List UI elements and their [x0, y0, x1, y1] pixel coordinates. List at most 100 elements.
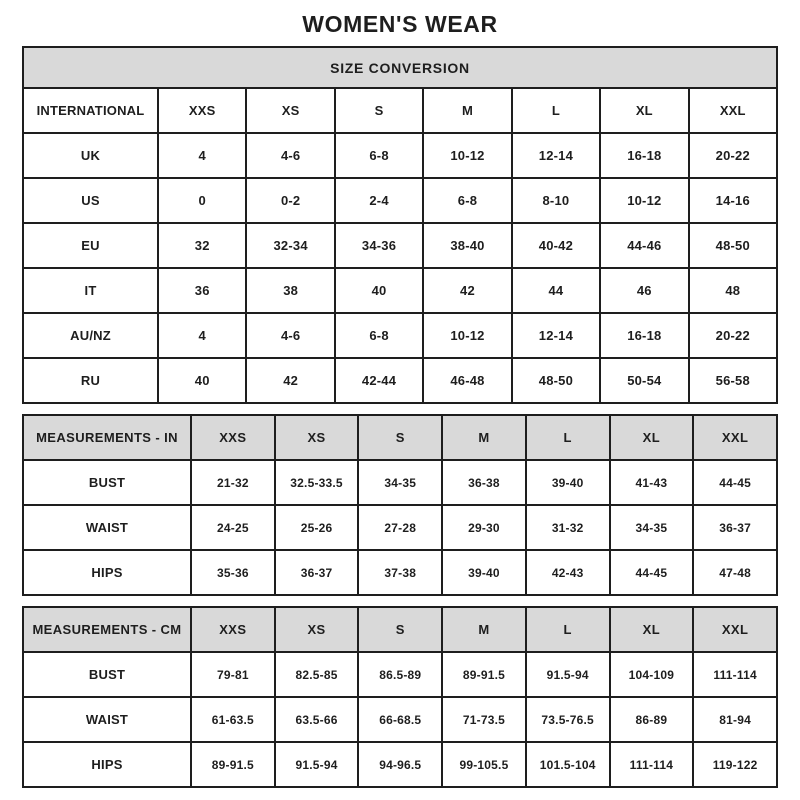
cell: 44 [510, 267, 602, 314]
row-bust-in: BUST 21-32 32.5-33.5 34-35 36-38 39-40 4… [22, 459, 778, 506]
measurements-cm-title: MEASUREMENTS - CM [22, 606, 192, 653]
col-header-xxl: XXL [692, 414, 778, 461]
cell: 36-37 [273, 549, 360, 596]
size-conversion-title-row: SIZE CONVERSION [22, 46, 778, 89]
cell: 16-18 [599, 312, 690, 359]
cell: 46-48 [422, 357, 513, 404]
row-waist-in: WAIST 24-25 25-26 27-28 29-30 31-32 34-3… [22, 504, 778, 551]
row-label: RU [22, 357, 159, 404]
cell: 44-45 [692, 459, 778, 506]
cell: 48 [687, 267, 779, 314]
col-header-xxl: XXL [692, 606, 778, 653]
row-it: IT 36 38 40 42 44 46 48 [22, 267, 779, 314]
col-header-international: INTERNATIONAL [22, 87, 159, 134]
row-label: EU [22, 222, 159, 269]
row-waist-cm: WAIST 61-63.5 63.5-66 66-68.5 71-73.5 73… [22, 696, 778, 743]
cell: 12-14 [510, 312, 602, 359]
row-label: BUST [22, 459, 192, 506]
measurements-in-title: MEASUREMENTS - IN [22, 414, 192, 461]
cell: 20-22 [687, 132, 779, 179]
row-uk: UK 4 4-6 6-8 10-12 12-14 16-18 20-22 [22, 132, 779, 179]
cell: 38-40 [422, 222, 513, 269]
cell: 27-28 [357, 504, 444, 551]
cell: 91.5-94 [524, 651, 611, 698]
cell: 4 [156, 312, 248, 359]
cell: 29-30 [441, 504, 527, 551]
cell: 82.5-85 [273, 651, 360, 698]
cell: 99-105.5 [441, 741, 527, 788]
cell: 0 [156, 177, 248, 224]
cell: 12-14 [510, 132, 602, 179]
cell: 34-36 [333, 222, 425, 269]
cell: 34-35 [608, 504, 695, 551]
row-label: UK [22, 132, 159, 179]
cell: 36-37 [692, 504, 778, 551]
row-ru: RU 40 42 42-44 46-48 48-50 50-54 56-58 [22, 357, 779, 404]
cell: 39-40 [441, 549, 527, 596]
cell: 61-63.5 [190, 696, 276, 743]
cell: 25-26 [273, 504, 360, 551]
cell: 0-2 [245, 177, 336, 224]
cell: 71-73.5 [441, 696, 527, 743]
cell: 32 [156, 222, 248, 269]
col-header-l: L [524, 414, 611, 461]
cell: 4 [156, 132, 248, 179]
row-eu: EU 32 32-34 34-36 38-40 40-42 44-46 48-5… [22, 222, 779, 269]
cell: 86-89 [608, 696, 695, 743]
cell: 111-114 [692, 651, 778, 698]
col-header-m: M [422, 87, 513, 134]
cell: 42-43 [524, 549, 611, 596]
cell: 36-38 [441, 459, 527, 506]
cell: 56-58 [687, 357, 779, 404]
row-label: WAIST [22, 504, 192, 551]
cell: 89-91.5 [441, 651, 527, 698]
cell: 16-18 [599, 132, 690, 179]
cell: 104-109 [608, 651, 695, 698]
cell: 46 [599, 267, 690, 314]
cell: 89-91.5 [190, 741, 276, 788]
row-bust-cm: BUST 79-81 82.5-85 86.5-89 89-91.5 91.5-… [22, 651, 778, 698]
cell: 36 [156, 267, 248, 314]
col-header-xxs: XXS [190, 606, 276, 653]
cell: 14-16 [687, 177, 779, 224]
cell: 40 [156, 357, 248, 404]
cell: 35-36 [190, 549, 276, 596]
cell: 32.5-33.5 [273, 459, 360, 506]
cell: 42 [245, 357, 336, 404]
measurements-cm-table: MEASUREMENTS - CM XXS XS S M L XL XXL BU… [22, 606, 778, 788]
row-label: US [22, 177, 159, 224]
cell: 111-114 [608, 741, 695, 788]
size-conversion-table: SIZE CONVERSION INTERNATIONAL XXS XS S M… [22, 46, 779, 404]
col-header-xs: XS [273, 606, 360, 653]
row-label: HIPS [22, 741, 192, 788]
col-header-xxs: XXS [156, 87, 248, 134]
row-us: US 0 0-2 2-4 6-8 8-10 10-12 14-16 [22, 177, 779, 224]
cell: 6-8 [333, 312, 425, 359]
col-header-s: S [357, 606, 444, 653]
col-header-xxl: XXL [687, 87, 779, 134]
cell: 32-34 [245, 222, 336, 269]
col-header-xs: XS [273, 414, 360, 461]
cell: 44-46 [599, 222, 690, 269]
cell: 6-8 [422, 177, 513, 224]
cell: 2-4 [333, 177, 425, 224]
cell: 94-96.5 [357, 741, 444, 788]
page-title: WOMEN'S WEAR [302, 11, 498, 37]
row-aunz: AU/NZ 4 4-6 6-8 10-12 12-14 16-18 20-22 [22, 312, 779, 359]
size-conversion-header-row: INTERNATIONAL XXS XS S M L XL XXL [22, 87, 779, 134]
col-header-m: M [441, 414, 527, 461]
col-header-l: L [510, 87, 602, 134]
cell: 4-6 [245, 312, 336, 359]
cell: 21-32 [190, 459, 276, 506]
cell: 40 [333, 267, 425, 314]
row-hips-in: HIPS 35-36 36-37 37-38 39-40 42-43 44-45… [22, 549, 778, 596]
cell: 10-12 [599, 177, 690, 224]
row-label: BUST [22, 651, 192, 698]
measurements-in-header-row: MEASUREMENTS - IN XXS XS S M L XL XXL [22, 414, 778, 461]
cell: 41-43 [608, 459, 695, 506]
cell: 39-40 [524, 459, 611, 506]
row-hips-cm: HIPS 89-91.5 91.5-94 94-96.5 99-105.5 10… [22, 741, 778, 788]
col-header-xl: XL [599, 87, 690, 134]
row-label: HIPS [22, 549, 192, 596]
cell: 119-122 [692, 741, 778, 788]
